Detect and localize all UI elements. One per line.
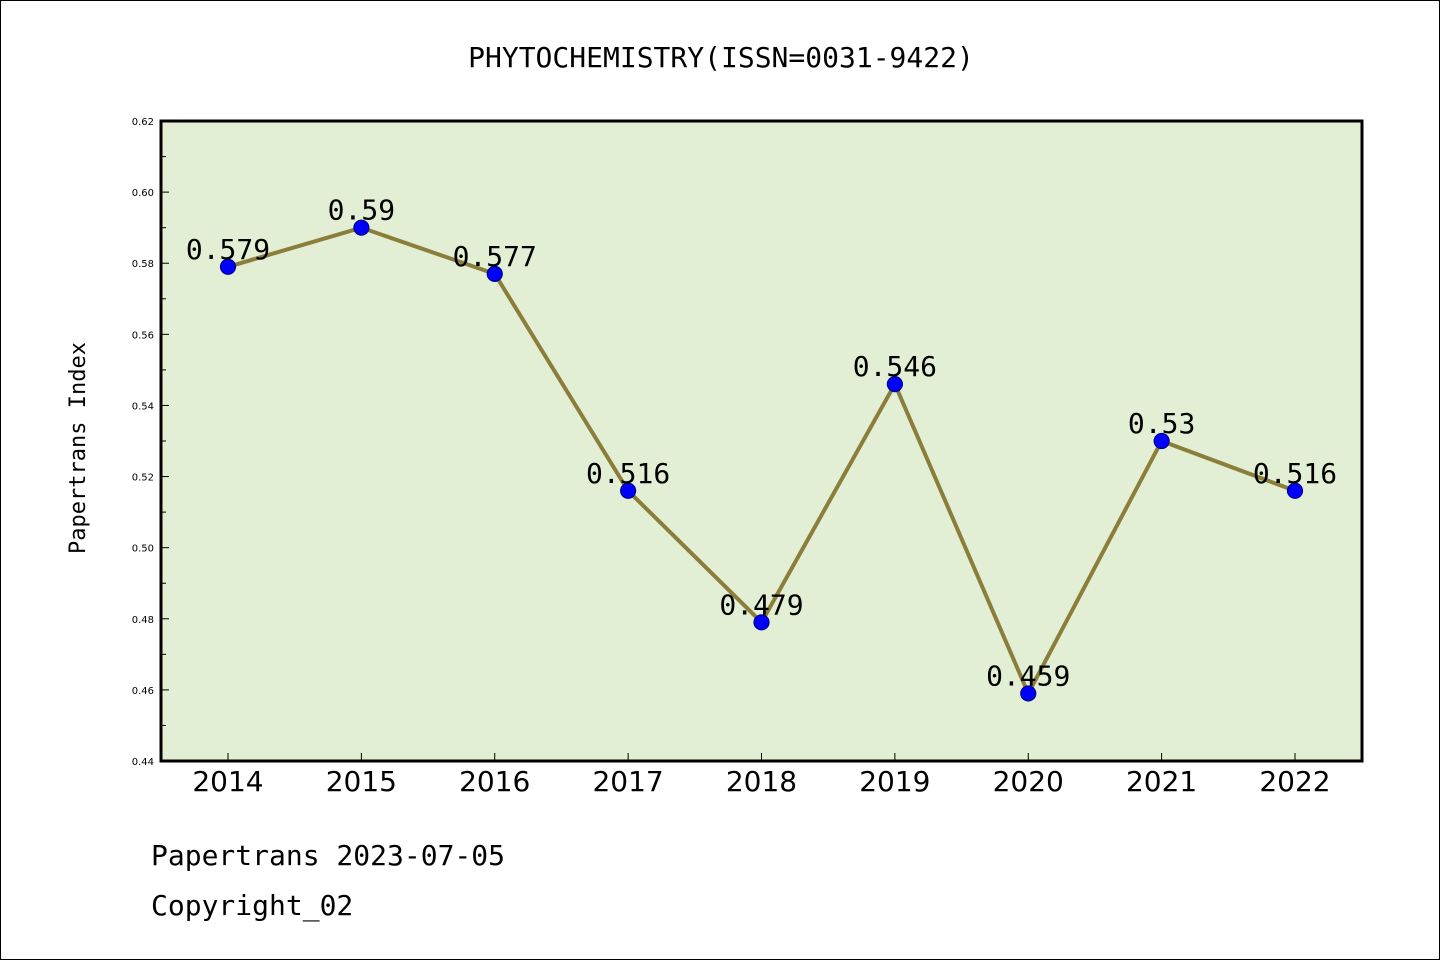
data-label: 0.59 [328, 194, 395, 227]
data-labels-group: 0.579 0.59 0.577 0.516 0.479 0.546 0.459 0.53 0.… [186, 194, 1337, 693]
y-tick-label: 0.60 [132, 188, 154, 199]
data-label: 0.577 [453, 240, 537, 273]
y-axis-ticks: 0.44 0.46 0.48 0.50 0.52 0.54 0.56 0.58 0.60 0.62 [132, 117, 169, 768]
footer-source: Papertrans 2023-07-05 [151, 839, 505, 872]
x-tick-label: 2015 [326, 765, 397, 798]
data-point-marker [1286, 482, 1304, 499]
y-tick-label: 0.44 [132, 757, 154, 768]
x-axis-ticks: 2014 2015 2016 2017 2018 2019 2020 2021 2022 [192, 753, 1331, 798]
x-tick-label: 2014 [192, 765, 263, 798]
y-tick-label: 0.48 [132, 615, 154, 626]
footer-copyright: Copyright_02 [151, 889, 353, 923]
data-label: 0.516 [586, 457, 670, 490]
y-tick-label: 0.54 [132, 401, 154, 412]
data-point-marker [353, 219, 370, 236]
data-label: 0.516 [1253, 457, 1337, 490]
data-point-marker [886, 376, 903, 393]
data-point-marker [219, 258, 237, 275]
data-point-marker [1020, 685, 1037, 702]
x-tick-label: 2022 [1259, 765, 1330, 798]
data-label: 0.479 [719, 588, 803, 621]
data-label: 0.546 [853, 350, 937, 383]
y-tick-label: 0.46 [132, 686, 154, 697]
data-label: 0.459 [986, 659, 1070, 692]
y-tick-label: 0.56 [132, 330, 154, 341]
x-tick-label: 2021 [1126, 765, 1197, 798]
x-tick-label: 2018 [726, 765, 797, 798]
data-label: 0.579 [186, 233, 270, 266]
x-tick-label: 2020 [993, 765, 1064, 798]
y-tick-label: 0.50 [132, 544, 154, 555]
data-label: 0.53 [1128, 407, 1195, 440]
data-point-marker [753, 614, 770, 631]
data-point-marker [1153, 432, 1170, 450]
y-axis-label: Papertrans Index [66, 342, 91, 554]
y-tick-label: 0.62 [132, 117, 154, 128]
data-point-marker [620, 482, 637, 499]
x-tick-label: 2019 [859, 765, 930, 798]
data-point-marker [486, 265, 503, 282]
x-tick-label: 2017 [592, 765, 663, 798]
x-tick-label: 2016 [459, 765, 530, 798]
y-tick-label: 0.52 [132, 473, 154, 484]
chart-title: PHYTOCHEMISTRY(ISSN=0031-9422) [468, 41, 974, 74]
markers-group [219, 219, 1304, 702]
y-tick-label: 0.58 [132, 259, 154, 270]
